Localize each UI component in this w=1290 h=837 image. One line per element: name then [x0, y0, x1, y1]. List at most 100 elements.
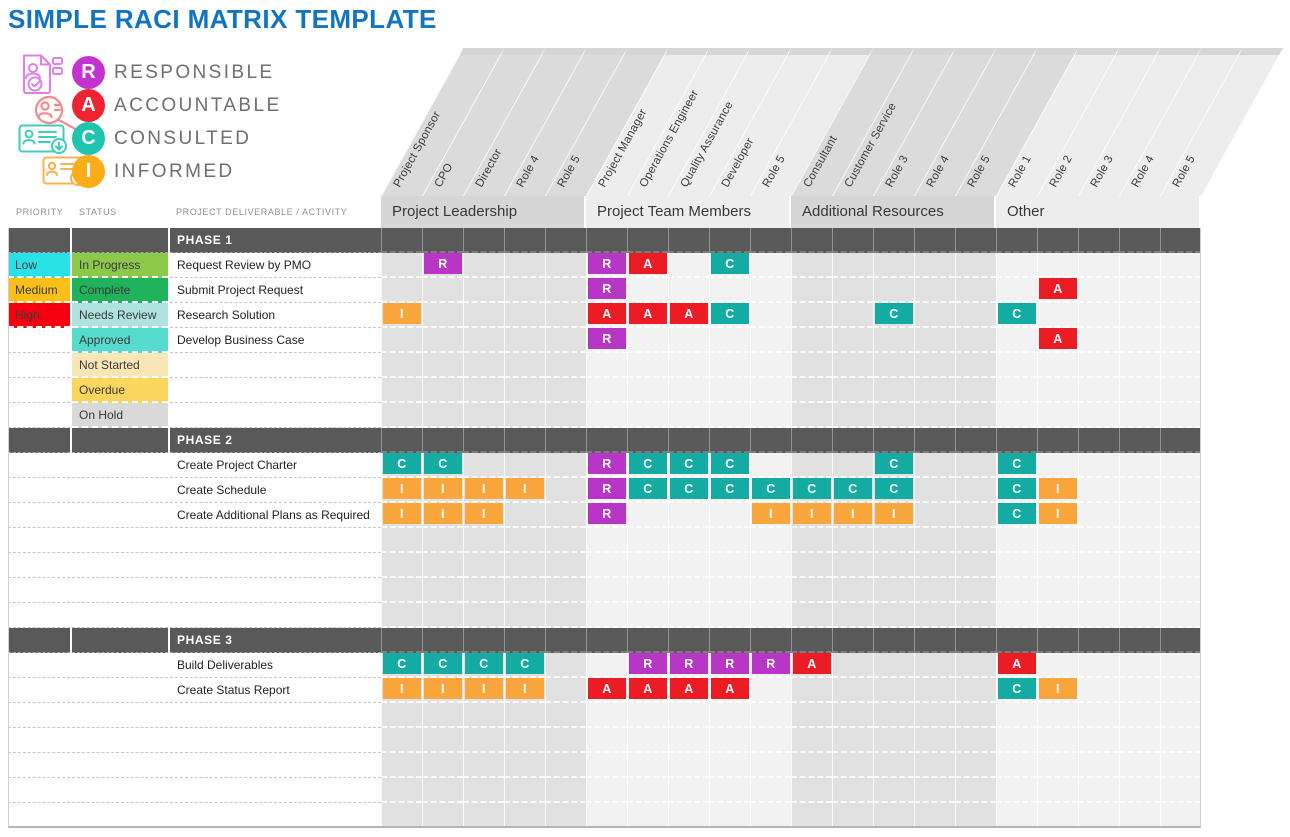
matrix-cell[interactable]	[422, 703, 463, 728]
matrix-cell[interactable]	[463, 803, 504, 828]
matrix-cell[interactable]	[709, 778, 750, 803]
matrix-cell[interactable]	[381, 728, 422, 753]
matrix-cell[interactable]	[1037, 228, 1078, 253]
matrix-cell[interactable]: C	[668, 478, 709, 503]
status-cell[interactable]	[72, 553, 168, 578]
matrix-cell[interactable]	[750, 678, 791, 703]
matrix-cell[interactable]	[1037, 603, 1078, 628]
matrix-cell[interactable]	[627, 378, 668, 403]
matrix-cell[interactable]	[1160, 703, 1201, 728]
matrix-cell[interactable]	[1119, 628, 1160, 653]
priority-cell[interactable]	[8, 403, 70, 428]
matrix-cell[interactable]: I	[1037, 478, 1078, 503]
matrix-cell[interactable]	[504, 778, 545, 803]
matrix-cell[interactable]	[996, 703, 1037, 728]
phase-row-label[interactable]: PHASE 3	[170, 628, 381, 653]
deliverable-cell[interactable]: Develop Business Case	[170, 328, 381, 353]
matrix-cell[interactable]	[1160, 628, 1201, 653]
matrix-cell[interactable]	[955, 778, 996, 803]
matrix-cell[interactable]	[791, 428, 832, 453]
matrix-cell[interactable]	[586, 628, 627, 653]
matrix-cell[interactable]	[996, 778, 1037, 803]
matrix-cell[interactable]	[1119, 578, 1160, 603]
matrix-cell[interactable]	[545, 228, 586, 253]
matrix-cell[interactable]	[545, 428, 586, 453]
matrix-cell[interactable]	[463, 403, 504, 428]
matrix-cell[interactable]	[1160, 478, 1201, 503]
matrix-cell[interactable]: R	[586, 453, 627, 478]
matrix-cell[interactable]: C	[381, 653, 422, 678]
matrix-cell[interactable]	[668, 728, 709, 753]
matrix-cell[interactable]	[914, 503, 955, 528]
matrix-cell[interactable]	[750, 803, 791, 828]
matrix-cell[interactable]	[832, 428, 873, 453]
matrix-cell[interactable]	[1037, 753, 1078, 778]
deliverable-cell[interactable]	[170, 803, 381, 828]
phase-row-cell[interactable]	[8, 628, 70, 653]
matrix-cell[interactable]	[463, 728, 504, 753]
matrix-cell[interactable]	[791, 803, 832, 828]
matrix-cell[interactable]	[955, 653, 996, 678]
matrix-cell[interactable]	[545, 678, 586, 703]
matrix-cell[interactable]	[668, 778, 709, 803]
matrix-cell[interactable]	[627, 603, 668, 628]
matrix-cell[interactable]	[1119, 653, 1160, 678]
matrix-cell[interactable]	[545, 653, 586, 678]
matrix-cell[interactable]	[955, 253, 996, 278]
matrix-cell[interactable]	[791, 628, 832, 653]
matrix-cell[interactable]	[545, 403, 586, 428]
matrix-cell[interactable]	[463, 778, 504, 803]
matrix-cell[interactable]: I	[463, 503, 504, 528]
matrix-cell[interactable]	[750, 578, 791, 603]
matrix-cell[interactable]	[545, 703, 586, 728]
matrix-cell[interactable]	[955, 353, 996, 378]
matrix-cell[interactable]	[955, 278, 996, 303]
matrix-cell[interactable]	[668, 253, 709, 278]
matrix-cell[interactable]: C	[627, 478, 668, 503]
matrix-cell[interactable]	[1119, 803, 1160, 828]
matrix-cell[interactable]	[586, 603, 627, 628]
matrix-cell[interactable]	[1078, 303, 1119, 328]
matrix-cell[interactable]: C	[709, 453, 750, 478]
matrix-cell[interactable]	[1160, 453, 1201, 478]
matrix-cell[interactable]	[832, 703, 873, 728]
status-cell[interactable]	[72, 503, 168, 528]
matrix-cell[interactable]	[1160, 753, 1201, 778]
matrix-cell[interactable]	[586, 703, 627, 728]
matrix-cell[interactable]	[832, 578, 873, 603]
matrix-cell[interactable]	[422, 428, 463, 453]
matrix-cell[interactable]	[463, 453, 504, 478]
matrix-cell[interactable]	[791, 678, 832, 703]
matrix-cell[interactable]	[709, 603, 750, 628]
matrix-cell[interactable]: C	[832, 478, 873, 503]
matrix-cell[interactable]	[1160, 503, 1201, 528]
deliverable-cell[interactable]	[170, 553, 381, 578]
matrix-cell[interactable]: C	[668, 453, 709, 478]
matrix-cell[interactable]	[504, 228, 545, 253]
matrix-cell[interactable]	[791, 328, 832, 353]
status-cell[interactable]	[72, 528, 168, 553]
matrix-cell[interactable]	[955, 753, 996, 778]
matrix-cell[interactable]	[668, 628, 709, 653]
matrix-cell[interactable]	[422, 778, 463, 803]
matrix-cell[interactable]	[996, 753, 1037, 778]
matrix-cell[interactable]: C	[463, 653, 504, 678]
matrix-cell[interactable]	[627, 578, 668, 603]
matrix-cell[interactable]	[914, 603, 955, 628]
matrix-cell[interactable]	[1160, 253, 1201, 278]
matrix-cell[interactable]	[1078, 553, 1119, 578]
matrix-cell[interactable]: I	[873, 503, 914, 528]
matrix-cell[interactable]	[750, 303, 791, 328]
matrix-cell[interactable]	[504, 453, 545, 478]
matrix-cell[interactable]: I	[381, 303, 422, 328]
matrix-cell[interactable]	[381, 528, 422, 553]
phase-row-cell[interactable]	[72, 428, 168, 453]
deliverable-cell[interactable]: Request Review by PMO	[170, 253, 381, 278]
matrix-cell[interactable]	[1078, 353, 1119, 378]
status-cell[interactable]: In Progress	[72, 253, 168, 278]
matrix-cell[interactable]: I	[381, 478, 422, 503]
matrix-cell[interactable]	[996, 728, 1037, 753]
matrix-cell[interactable]	[381, 703, 422, 728]
priority-cell[interactable]	[8, 778, 70, 803]
status-cell[interactable]	[72, 728, 168, 753]
